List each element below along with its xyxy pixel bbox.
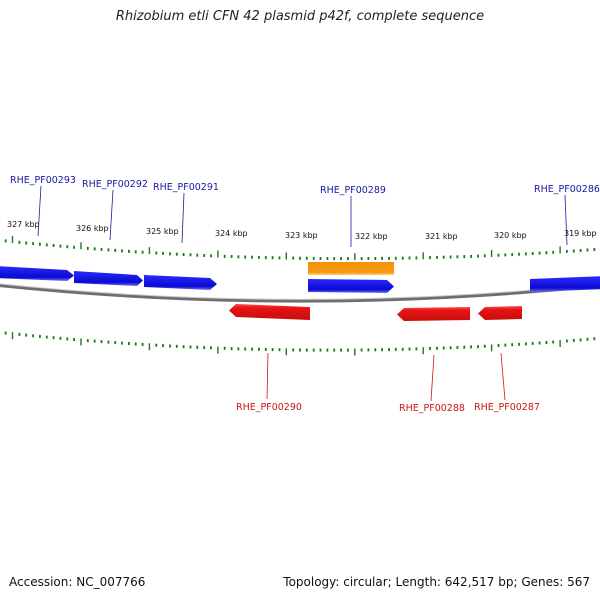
leader-RHE_PF00287 bbox=[500, 352, 506, 401]
gene-labels: RHE_PF00293 RHE_PF00292 RHE_PF00291 RHE_… bbox=[10, 175, 600, 414]
gene-RHE_PF00286[interactable] bbox=[530, 276, 600, 292]
label-RHE_PF00293[interactable]: RHE_PF00293 bbox=[10, 175, 76, 186]
reverse-strand-genes bbox=[229, 304, 522, 321]
inner-tick-ring bbox=[4, 331, 596, 356]
topology-summary: Topology: circular; Length: 642,517 bp; … bbox=[283, 575, 590, 589]
gene-RHE_PF00288[interactable] bbox=[397, 307, 470, 321]
label-RHE_PF00290[interactable]: RHE_PF00290 bbox=[236, 402, 302, 413]
gene-RHE_PF00292[interactable] bbox=[74, 271, 143, 286]
leader-RHE_PF00291 bbox=[181, 192, 185, 244]
outer-tick-ring bbox=[4, 236, 596, 261]
map-title: Rhizobium etli CFN 42 plasmid p42f, comp… bbox=[115, 9, 485, 24]
leader-RHE_PF00290 bbox=[266, 352, 269, 400]
gene-RHE_PF00291[interactable] bbox=[144, 275, 217, 290]
backbone bbox=[0, 283, 600, 303]
label-RHE_PF00291[interactable]: RHE_PF00291 bbox=[153, 182, 219, 193]
tick-label-324: 324 kbp bbox=[215, 229, 248, 238]
tick-label-319: 319 kbp bbox=[564, 229, 597, 238]
scale-labels: 327 kbp 326 kbp 325 kbp 324 kbp 323 kbp … bbox=[7, 220, 597, 241]
gene-RHE_PF00287[interactable] bbox=[478, 306, 522, 320]
gene-RHE_PF00289[interactable] bbox=[308, 279, 394, 293]
label-RHE_PF00286[interactable]: RHE_PF00286 bbox=[534, 184, 600, 195]
tick-label-325: 325 kbp bbox=[146, 227, 179, 236]
label-RHE_PF00292[interactable]: RHE_PF00292 bbox=[82, 179, 148, 190]
label-RHE_PF00287[interactable]: RHE_PF00287 bbox=[474, 402, 540, 413]
accession-text: Accession: NC_007766 bbox=[9, 575, 146, 589]
leader-RHE_PF00288 bbox=[430, 354, 435, 402]
gene-RHE_PF00290[interactable] bbox=[229, 304, 310, 320]
forward-strand-genes bbox=[0, 266, 600, 293]
tick-label-321: 321 kbp bbox=[425, 232, 458, 241]
label-RHE_PF00288[interactable]: RHE_PF00288 bbox=[399, 403, 465, 414]
leader-RHE_PF00286 bbox=[564, 194, 568, 246]
tick-label-326: 326 kbp bbox=[76, 224, 109, 233]
label-RHE_PF00289[interactable]: RHE_PF00289 bbox=[320, 185, 386, 196]
tick-label-323: 323 kbp bbox=[285, 231, 318, 240]
gene-RHE_PF00293[interactable] bbox=[0, 266, 74, 281]
feature-322kbp[interactable] bbox=[308, 262, 394, 275]
leader-RHE_PF00293 bbox=[37, 185, 42, 237]
tick-label-320: 320 kbp bbox=[494, 231, 527, 240]
tick-label-327: 327 kbp bbox=[7, 220, 40, 229]
leader-RHE_PF00292 bbox=[109, 189, 114, 241]
label-leader-lines bbox=[37, 185, 568, 402]
tick-label-322: 322 kbp bbox=[355, 232, 388, 241]
